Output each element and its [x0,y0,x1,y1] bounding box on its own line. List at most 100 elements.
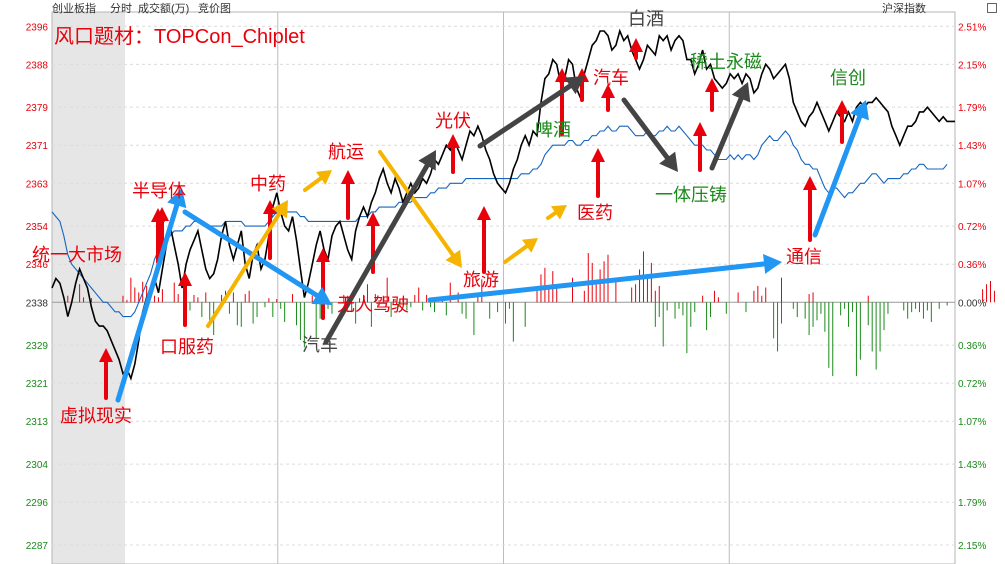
chart-title: 风口题材：TOPCon_Chiplet [54,25,305,48]
index-selector[interactable]: 沪深指数 [882,3,926,15]
annotation-label: 汽车 [593,68,629,88]
pct-tick-label: 0.72% [958,379,986,390]
arrow-shaft [546,210,558,220]
settings-toggle-icon[interactable] [987,3,997,13]
trend-arrow [378,150,462,268]
trend-arrow [206,200,288,328]
annotation-label: 白酒 [628,9,664,29]
arrow-head [341,170,355,184]
pct-tick-label: 2.51% [958,22,986,33]
trend-arrow [446,134,460,174]
annotation-label: 通信 [786,247,822,267]
pct-tick-label: 0.72% [958,222,986,233]
trend-arrow [591,148,605,198]
arrow-shaft [427,261,767,303]
annotation-label: 中药 [250,174,286,194]
arrow-head [521,238,538,253]
trend-arrow [115,188,187,403]
arrow-head [601,84,615,98]
pct-tick-label: 1.43% [958,141,986,152]
arrow-head [835,100,849,114]
y-tick-label: 2329 [26,341,49,352]
trend-arrow [182,209,332,305]
annotation-label: 啤酒 [535,120,571,140]
tab-intraday[interactable]: 分时 [110,3,132,15]
arrow-shaft [303,176,323,192]
trend-arrow [693,122,707,172]
pct-tick-label: 2.15% [958,541,986,552]
arrow-shaft [812,114,863,238]
trend-arrow [709,82,751,171]
y-tick-label: 2321 [26,379,49,390]
right-pct-axis: 2.51% 2.15% 1.79% 1.43% 1.07% 0.72% 0.36% 0.00%… [958,22,986,552]
tab-auction[interactable]: 竞价图 [198,3,231,15]
arrow-head [178,272,192,286]
arrow-shaft [621,97,670,161]
arrow-head [99,348,113,362]
annotation-label: 光伏 [435,111,471,131]
arrow-head [263,200,277,214]
pct-tick-label: 0.36% [958,260,986,271]
trend-arrow [341,170,355,220]
annotation-label: 一体压铸 [655,185,727,205]
trend-arrow [803,176,817,242]
arrow-head [418,150,436,171]
trend-arrow [503,238,538,264]
trend-arrow [323,150,436,345]
y-tick-label: 2396 [26,22,49,33]
annotation-label: 信创 [830,68,866,88]
y-tick-label: 2313 [26,417,49,428]
arrow-shaft [182,209,320,298]
y-tick-label: 2379 [26,103,49,114]
y-tick-label: 2296 [26,498,49,509]
arrow-head [167,188,187,209]
arrow-head [591,148,605,162]
arrow-head [315,170,332,185]
arrow-shaft [115,202,180,403]
arrow-head [850,100,869,121]
left-price-axis: 2396 2388 2379 2371 2363 2354 2346 2338 2329 2321… [26,22,49,552]
annotation-arrows [99,38,869,403]
arrow-head [446,134,460,148]
grid [51,11,956,564]
arrow-head [271,200,288,219]
annotation-label: 航运 [328,142,364,162]
y-tick-label: 2338 [26,298,49,309]
annotation-label: 稀土永磁 [690,52,762,72]
trend-arrow [546,205,567,220]
arrow-shaft [503,244,529,264]
trend-arrow [621,97,678,172]
tab-turnover[interactable]: 成交额(万) [138,3,190,15]
arrow-shaft [378,150,455,257]
pct-tick-label: 1.79% [958,103,986,114]
arrow-shaft [206,211,282,328]
arrow-head [564,76,585,95]
pct-tick-label: 1.07% [958,179,986,190]
trend-arrow [477,76,585,149]
annotation-label: 口服药 [160,337,214,357]
pct-tick-label: 1.07% [958,417,986,428]
y-tick-label: 2388 [26,60,49,71]
trend-arrow [835,100,849,144]
trend-arrow [303,170,332,192]
arrow-head [366,212,380,226]
arrow-head [693,122,707,136]
arrow-head [155,207,169,221]
pct-tick-label: 0.00% [958,298,986,309]
y-tick-label: 2346 [26,260,49,271]
arrow-head [763,253,782,274]
y-tick-label: 2287 [26,541,49,552]
arrow-head [316,248,330,262]
y-tick-label: 2304 [26,460,49,471]
trend-arrow [705,78,719,112]
annotation-labels: 虚拟现实统一大市场半导体口服药中药航运无人驾驶汽车光伏旅游啤酒医药白酒汽车稀土永… [32,9,866,426]
annotation-label: 医药 [577,203,613,223]
trend-arrow [629,38,643,60]
arrow-head [629,38,643,52]
pct-tick-label: 0.36% [958,341,986,352]
arrow-shaft [323,163,430,345]
arrow-head [445,249,462,268]
trend-arrow [427,253,782,303]
annotation-label: 旅游 [463,270,499,290]
